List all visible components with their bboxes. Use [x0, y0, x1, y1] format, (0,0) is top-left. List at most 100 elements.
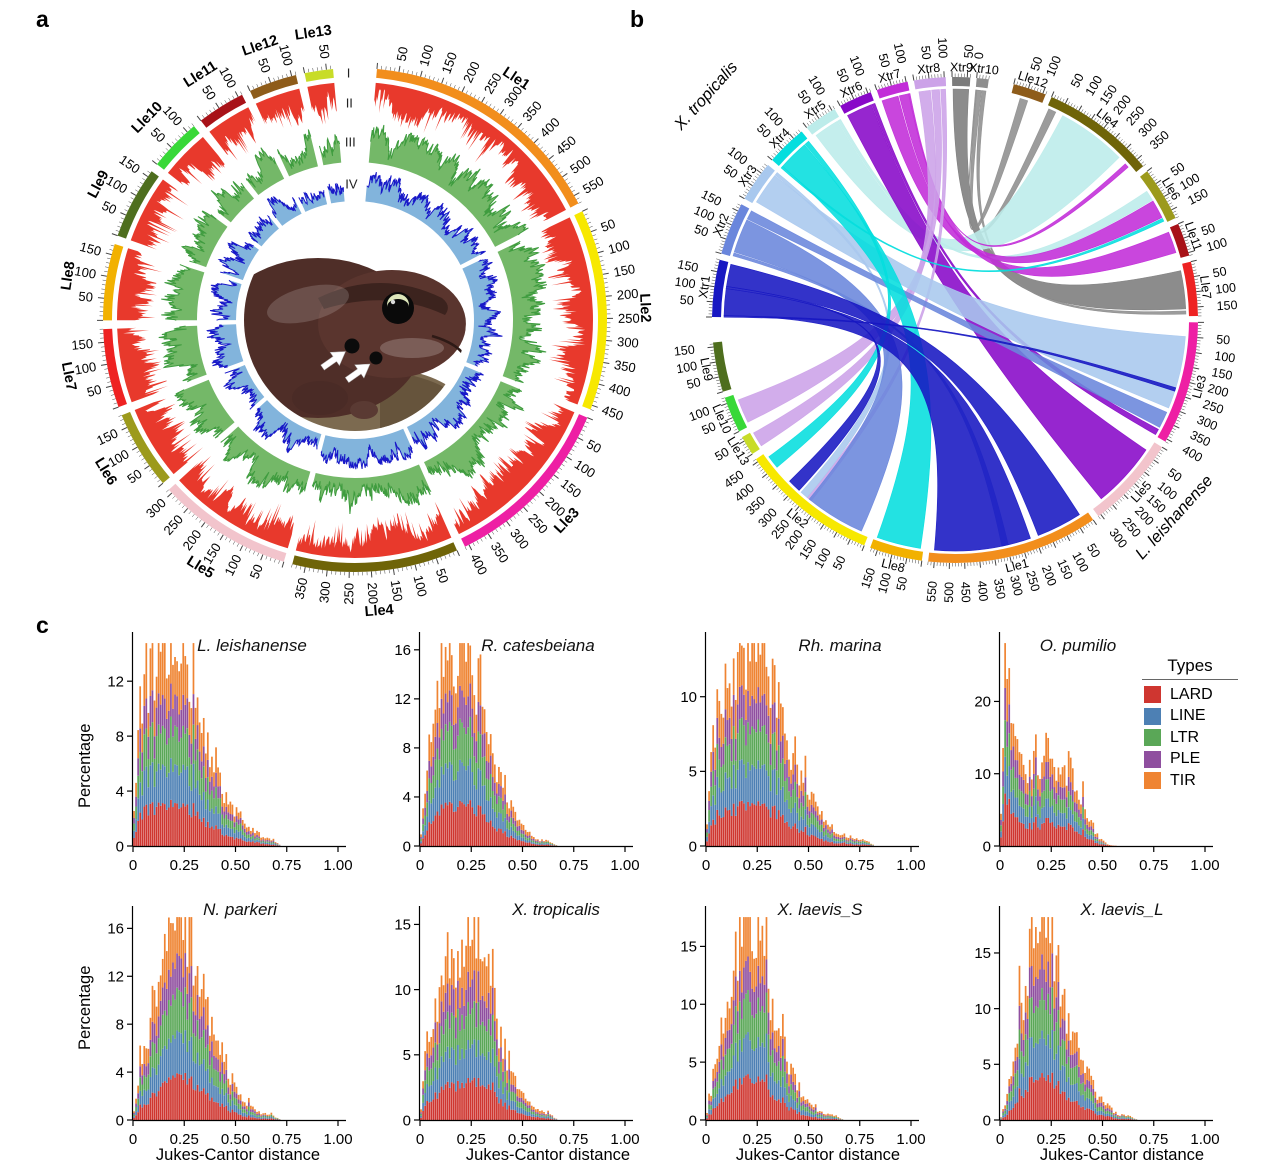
svg-text:50: 50 [433, 566, 452, 585]
svg-text:50: 50 [599, 216, 618, 235]
svg-text:50: 50 [584, 436, 604, 456]
x-axis-label: Jukes-Cantor distance [735, 1146, 901, 1164]
svg-text:0.50: 0.50 [508, 857, 537, 874]
svg-text:0: 0 [416, 1131, 424, 1148]
svg-text:100: 100 [1214, 280, 1236, 296]
svg-text:50: 50 [1084, 541, 1103, 560]
svg-text:0.25: 0.25 [743, 857, 772, 874]
legend-swatch-line [1144, 707, 1161, 725]
svg-text:350: 350 [991, 577, 1008, 600]
svg-text:Xtr9: Xtr9 [950, 60, 973, 75]
svg-text:1.00: 1.00 [896, 1131, 925, 1148]
svg-text:0.50: 0.50 [1088, 1131, 1117, 1148]
svg-text:100: 100 [606, 237, 631, 257]
svg-text:Lle9: Lle9 [697, 356, 715, 382]
svg-text:III: III [345, 135, 356, 150]
legend-entry: PLE [1132, 749, 1242, 771]
svg-text:0.75: 0.75 [559, 1131, 588, 1148]
svg-text:0: 0 [116, 838, 124, 855]
legend-swatch-tir [1144, 772, 1161, 790]
svg-text:0.50: 0.50 [221, 857, 250, 874]
svg-text:100: 100 [875, 571, 894, 595]
legend-entry: TIR [1132, 770, 1242, 792]
svg-text:0.50: 0.50 [1088, 857, 1117, 874]
svg-text:300: 300 [143, 495, 169, 521]
histogram-subplot-2 [706, 643, 874, 846]
svg-text:250: 250 [1023, 569, 1042, 593]
svg-text:350: 350 [519, 98, 544, 124]
svg-text:250: 250 [160, 512, 186, 538]
x-axis-label: Jukes-Cantor distance [155, 1146, 321, 1164]
svg-text:400: 400 [975, 580, 991, 602]
axes-subplot-4: 0 4 8 12 16 0 0.25 0.50 0.75 1.00 [107, 906, 353, 1148]
legend: Types LARD LINE LTR PLE TIR [1132, 656, 1242, 792]
svg-text:100: 100 [847, 54, 868, 79]
svg-text:Lle7: Lle7 [1197, 275, 1214, 300]
legend-swatch-ltr [1144, 729, 1161, 747]
svg-text:0.75: 0.75 [845, 857, 874, 874]
subplot-title: O. pumilio [1039, 636, 1117, 655]
svg-text:0.25: 0.25 [457, 857, 486, 874]
histogram-subplot-5 [420, 917, 558, 1120]
svg-text:150: 150 [117, 152, 143, 177]
svg-text:5: 5 [403, 1047, 411, 1064]
svg-text:0: 0 [983, 838, 991, 855]
axes-subplot-0: 0 4 8 12 0 0.25 0.50 0.75 1.00 [107, 632, 353, 874]
axes-subplot-5: 0 5 10 15 0 0.25 0.50 0.75 1.00 [394, 906, 640, 1148]
svg-text:50: 50 [1028, 55, 1046, 73]
svg-text:100: 100 [221, 552, 244, 578]
panel-c-label: c [36, 612, 49, 638]
track-IV-histogram [206, 171, 503, 470]
arrow-icon [344, 363, 371, 383]
species-label-left: X. tropicalis [670, 58, 741, 134]
svg-text:12: 12 [107, 673, 124, 690]
svg-text:50: 50 [199, 82, 219, 102]
svg-text:0: 0 [702, 857, 710, 874]
svg-text:Lle8: Lle8 [880, 556, 906, 575]
svg-text:400: 400 [607, 380, 632, 400]
svg-text:5: 5 [689, 764, 697, 781]
svg-text:50: 50 [1212, 264, 1228, 280]
svg-text:50: 50 [124, 466, 144, 487]
svg-text:50: 50 [794, 88, 813, 107]
svg-text:5: 5 [983, 1057, 991, 1074]
svg-text:400: 400 [537, 114, 563, 140]
svg-text:12: 12 [394, 691, 411, 708]
svg-text:500: 500 [567, 152, 593, 177]
svg-text:0.75: 0.75 [845, 1131, 874, 1148]
x-axis-label: Jukes-Cantor distance [465, 1146, 631, 1164]
subplot-title: X. tropicalis [512, 900, 600, 919]
svg-text:0.25: 0.25 [743, 1131, 772, 1148]
svg-text:50: 50 [876, 52, 893, 69]
svg-text:0: 0 [129, 1131, 137, 1148]
svg-text:0.25: 0.25 [170, 857, 199, 874]
svg-text:Lle7: Lle7 [58, 361, 79, 393]
svg-text:0.50: 0.50 [221, 1131, 250, 1148]
svg-text:I: I [347, 66, 351, 81]
legend-label: LTR [1170, 728, 1200, 746]
svg-text:150: 150 [673, 343, 695, 359]
svg-text:50: 50 [78, 289, 94, 305]
svg-text:0.75: 0.75 [272, 1131, 301, 1148]
svg-text:500: 500 [942, 582, 956, 603]
legend-label: TIR [1170, 771, 1196, 789]
tick-labels: 5010050100150200250300350501001505010050… [673, 37, 1238, 603]
svg-text:200: 200 [1039, 563, 1059, 587]
svg-text:50: 50 [962, 44, 977, 59]
subplot-title: N. parkeri [203, 900, 277, 919]
circos-genome-plot: 50 100 150 20025030035040045050055050100150… [58, 23, 653, 621]
svg-text:100: 100 [687, 404, 711, 424]
svg-text:0: 0 [403, 838, 411, 855]
svg-text:1.00: 1.00 [323, 857, 352, 874]
svg-text:100: 100 [416, 43, 436, 68]
axes-subplot-1: 0 4 8 12 16 0 0.25 0.50 0.75 1.00 [394, 632, 640, 874]
histogram-subplot-7 [1000, 917, 1138, 1120]
svg-text:200: 200 [460, 59, 483, 85]
svg-text:50: 50 [247, 562, 266, 581]
svg-text:150: 150 [388, 579, 406, 603]
axes-subplot-3: 0 10 20 0 0.25 0.50 0.75 1.00 [974, 632, 1220, 874]
svg-text:5: 5 [689, 1054, 697, 1071]
svg-text:Lle13: Lle13 [294, 23, 333, 44]
axes-subplot-2: 0 5 10 0 0.25 0.50 0.75 1.00 [680, 632, 926, 874]
